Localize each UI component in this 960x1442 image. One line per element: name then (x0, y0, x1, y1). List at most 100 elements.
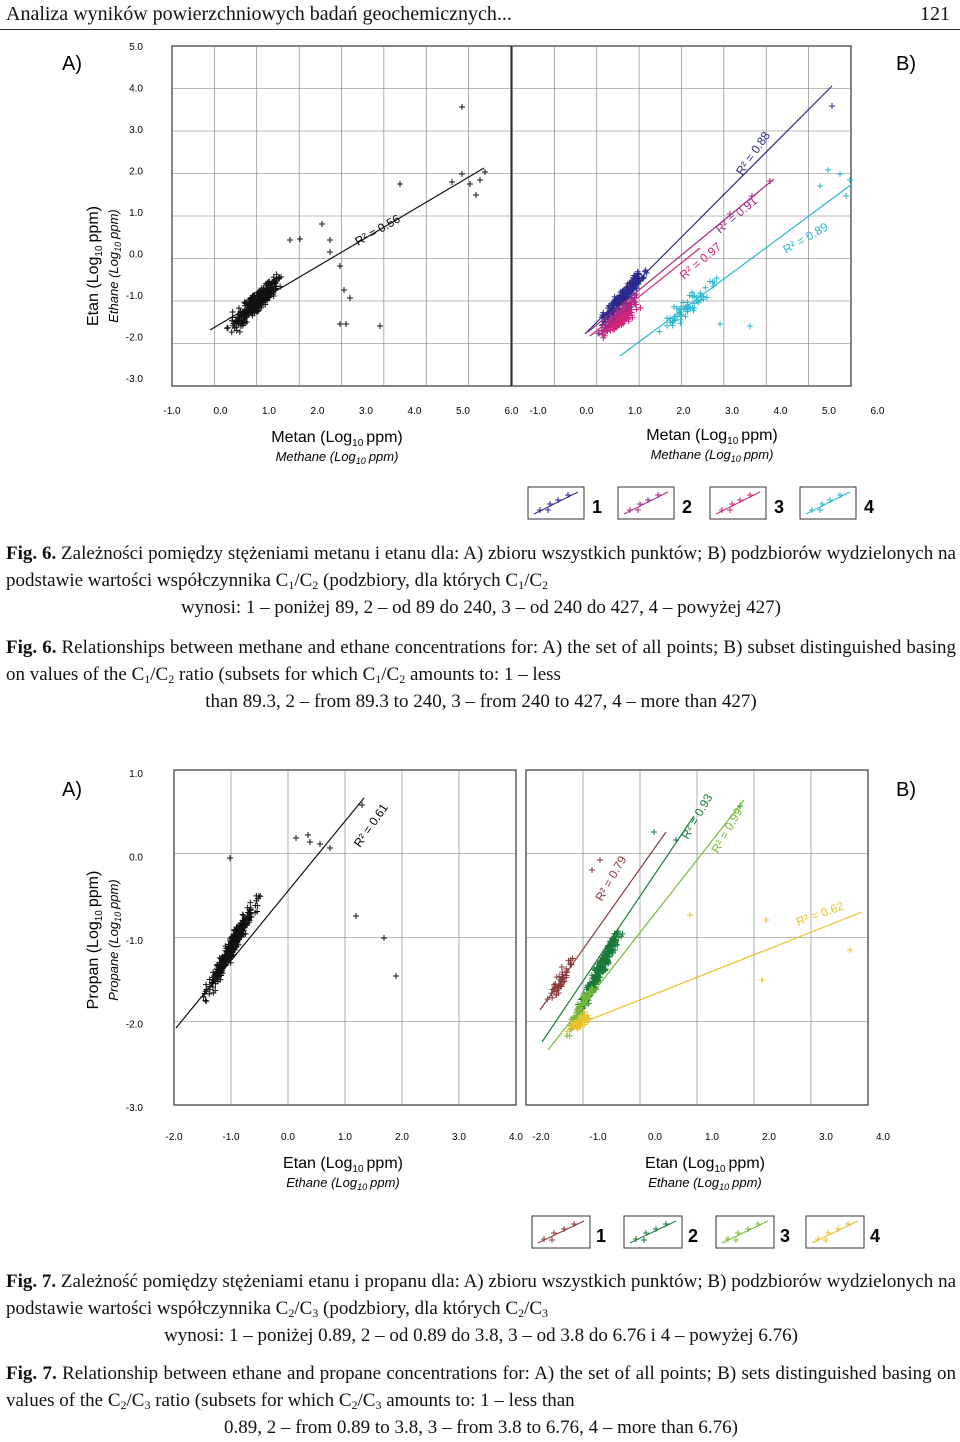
svg-text:Ethane (Log10ppm): Ethane (Log10ppm) (106, 209, 123, 322)
svg-text:Methane (Log10ppm): Methane (Log10 ppm) (651, 447, 774, 464)
data-point (588, 972, 595, 979)
x-tick-label: 1.0 (628, 406, 642, 417)
y-tick-label: -3.0 (126, 1103, 144, 1114)
legend-line (629, 1220, 677, 1244)
x-axis-title-b: Etan (Log10 ppm) Ethane (Log10 ppm) (645, 1155, 765, 1192)
legend-box (527, 486, 585, 520)
x-tick-label: 4.0 (774, 406, 788, 417)
data-point (327, 249, 333, 255)
data-point (235, 305, 242, 312)
data-point (337, 263, 343, 269)
data-point (231, 320, 238, 327)
y-tick-label: -1.0 (126, 936, 144, 947)
data-point (477, 177, 483, 183)
r2-label: R² = 0.79 (592, 853, 629, 903)
x-tick-label: 3.0 (452, 1132, 466, 1143)
data-point (260, 288, 267, 295)
data-point (589, 867, 595, 873)
data-point (829, 103, 835, 109)
data-point (635, 507, 641, 513)
panel-b-label: B) (896, 779, 916, 801)
data-point (571, 1221, 577, 1227)
x-tick-labels: -1.0 -1.0 0.0 0.0 1.0 1.0 2.0 2.0 3.0 3.0 4.0 4.0 5.… (163, 406, 885, 417)
data-point (271, 279, 278, 286)
data-point (641, 1237, 647, 1243)
legend-line (805, 491, 851, 515)
data-point (605, 303, 612, 310)
legend-label: 2 (688, 1226, 698, 1246)
x-tick-label: 2.0 (395, 1132, 409, 1143)
legend-box (617, 486, 675, 520)
data-point (549, 994, 556, 1001)
legend-line (533, 491, 579, 515)
data-point (273, 275, 280, 282)
data-point (568, 1023, 575, 1030)
data-point (278, 273, 285, 280)
legend-label: 1 (592, 497, 602, 517)
data-point (233, 327, 240, 334)
data-point (847, 947, 853, 953)
data-point (667, 319, 674, 326)
data-point (597, 857, 603, 863)
data-point (745, 1226, 751, 1232)
r2-label: R² = 0.91 (713, 193, 760, 236)
data-point (717, 321, 723, 327)
data-point (228, 329, 235, 336)
data-point (707, 278, 714, 285)
data-point (729, 501, 735, 507)
x-tick-label: 1.0 (338, 1132, 352, 1143)
data-point (341, 287, 347, 293)
data-point (563, 965, 570, 972)
legend-box (799, 486, 857, 520)
legend-label: 3 (780, 1226, 790, 1246)
svg-text:Etan (Log10ppm): Etan (Log10ppm) (85, 206, 105, 326)
data-point (632, 301, 639, 308)
data-point (202, 997, 209, 1004)
data-point (823, 1237, 829, 1243)
regression-line (539, 831, 667, 1011)
data-point (537, 507, 543, 513)
r2-label: R² = 0.61 (351, 801, 391, 850)
data-point (233, 926, 240, 933)
data-point (244, 300, 251, 307)
regression-line (573, 911, 863, 1027)
svg-text:Ethane (Log10ppm): Ethane (Log10ppm) (286, 1175, 399, 1192)
legend-box (709, 486, 767, 520)
y-axis-title: Etan (Log10ppm) Ethane (Log10ppm) (85, 206, 123, 326)
y-tick-label: -2.0 (126, 333, 144, 344)
plot-grid (171, 45, 852, 387)
data-point (837, 492, 843, 498)
data-point (262, 301, 269, 308)
x-tick-label: 3.0 (359, 406, 373, 417)
data-point (241, 318, 248, 325)
data-point (663, 1221, 669, 1227)
y-tick-label: -3.0 (126, 374, 144, 385)
data-point (337, 321, 343, 327)
data-point (664, 315, 671, 322)
data-point (226, 955, 233, 962)
data-point (607, 949, 614, 956)
data-point (747, 323, 753, 329)
data-point (236, 933, 243, 940)
page-number: 121 (920, 3, 950, 25)
data-point (203, 998, 210, 1005)
data-point (625, 314, 632, 321)
data-point (459, 171, 465, 177)
data-point (619, 297, 626, 304)
data-point (601, 967, 608, 974)
data-point (684, 299, 691, 306)
data-point (567, 956, 574, 963)
data-point (626, 289, 633, 296)
data-point (203, 986, 210, 993)
data-point (815, 1236, 821, 1242)
regression-line (209, 167, 485, 331)
r2-label: R² = 0.99 (708, 805, 745, 855)
data-point (595, 330, 602, 337)
panel-a-label: A) (62, 53, 82, 75)
data-point (709, 279, 716, 286)
data-point (240, 917, 247, 924)
data-point (257, 299, 264, 306)
y-tick-label: 2.0 (129, 167, 143, 178)
y-tick-label: 1.0 (129, 769, 143, 780)
data-point (297, 236, 303, 242)
